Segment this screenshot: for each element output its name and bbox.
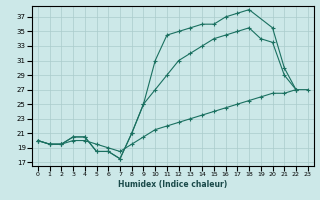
- X-axis label: Humidex (Indice chaleur): Humidex (Indice chaleur): [118, 180, 228, 189]
